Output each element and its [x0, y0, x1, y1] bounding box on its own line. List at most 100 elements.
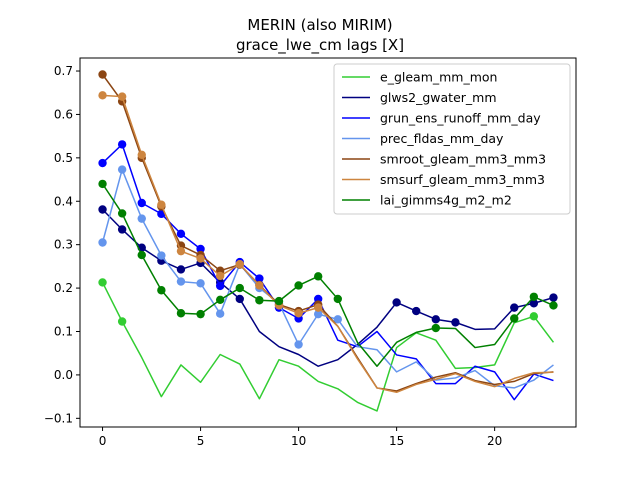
- legend-item: grun_ens_runoff_mm_day: [342, 111, 541, 126]
- data-point: [255, 296, 264, 305]
- y-tick-label: 0.3: [54, 238, 73, 252]
- data-point: [313, 303, 323, 312]
- data-point: [176, 246, 186, 256]
- legend-box: [333, 63, 571, 215]
- series-line: [101, 183, 554, 367]
- y-tick-label: 0.4: [54, 194, 73, 208]
- y-tick-label: 0.1: [54, 324, 73, 338]
- data-point: [529, 292, 539, 301]
- data-point: [176, 265, 186, 274]
- legend-item: e_gleam_mm_mon: [342, 70, 497, 85]
- data-point: [215, 271, 225, 281]
- data-point: [137, 150, 146, 160]
- data-point: [176, 309, 186, 318]
- series-line: [101, 74, 554, 392]
- data-point: [529, 312, 539, 321]
- plot-area: [98, 70, 558, 412]
- data-point: [451, 318, 460, 327]
- data-point: [137, 198, 146, 208]
- data-point: [215, 295, 225, 305]
- data-point: [117, 140, 127, 149]
- legend-label: lai_gimms4g_m2_m2: [380, 193, 512, 208]
- data-point: [98, 238, 107, 247]
- data-point: [98, 91, 107, 100]
- data-point: [431, 315, 441, 324]
- x-tick-label: 10: [291, 434, 306, 448]
- x-tick-label: 15: [389, 434, 404, 448]
- data-point: [157, 286, 166, 295]
- data-point: [529, 299, 539, 308]
- data-point: [157, 251, 166, 260]
- data-point: [157, 200, 166, 209]
- data-point: [117, 317, 127, 326]
- data-point: [313, 309, 323, 319]
- y-tick-label: −0.1: [44, 411, 73, 425]
- data-point: [117, 165, 127, 174]
- x-tick-label: 5: [197, 434, 205, 448]
- legend-item: prec_fldas_mm_day: [342, 131, 504, 146]
- data-point: [117, 225, 127, 234]
- data-point: [235, 260, 244, 269]
- data-point: [137, 214, 146, 223]
- legend-label: e_gleam_mm_mon: [380, 70, 497, 85]
- data-point: [235, 294, 244, 304]
- y-tick-label: 0.2: [54, 281, 73, 295]
- data-point: [196, 244, 205, 254]
- data-point: [313, 272, 323, 281]
- data-point: [333, 315, 343, 324]
- y-tick-label: 0.7: [54, 64, 73, 78]
- series-smsurf_gleam_mm3_mm3: [98, 91, 554, 394]
- x-tick-label: 20: [487, 434, 502, 448]
- chart-subtitle: grace_lwe_cm lags [X]: [236, 36, 404, 55]
- legend-label: grun_ens_runoff_mm_day: [380, 111, 541, 126]
- data-point: [98, 70, 107, 79]
- y-tick-label: 0.0: [54, 368, 73, 382]
- data-point: [431, 323, 441, 333]
- series-glws2_gwater_mm: [98, 205, 558, 367]
- legend-item: glws2_gwater_mm: [342, 90, 497, 105]
- data-point: [137, 250, 146, 260]
- data-point: [549, 293, 558, 302]
- data-point: [196, 279, 205, 288]
- y-tick-label: 0.5: [54, 151, 73, 165]
- data-point: [215, 309, 225, 318]
- data-point: [235, 283, 244, 293]
- legend-item: lai_gimms4g_m2_m2: [342, 193, 512, 208]
- chart-title: MERIN (also MIRIM): [247, 16, 392, 34]
- legend-item: smsurf_gleam_mm3_mm3: [342, 172, 545, 187]
- data-point: [412, 306, 421, 316]
- data-point: [255, 281, 264, 290]
- y-tick-label: 0.6: [54, 107, 73, 121]
- data-point: [98, 205, 107, 214]
- x-tick-label: 0: [99, 434, 107, 448]
- data-point: [392, 298, 401, 307]
- series-line: [102, 143, 554, 401]
- data-point: [333, 294, 343, 304]
- data-point: [117, 209, 127, 218]
- plot-frame: [79, 57, 577, 428]
- data-point: [549, 301, 558, 310]
- data-point: [294, 281, 303, 290]
- legend-item: smroot_gleam_mm3_mm3: [342, 152, 546, 167]
- data-point: [510, 303, 519, 312]
- legend: e_gleam_mm_mon glws2_gwater_mm grun_ens_ru…: [333, 63, 571, 215]
- data-point: [294, 309, 303, 318]
- data-point: [294, 340, 303, 349]
- series-line: [102, 94, 554, 394]
- data-point: [98, 179, 107, 189]
- data-point: [196, 254, 205, 263]
- legend-label: glws2_gwater_mm: [380, 90, 497, 105]
- data-point: [176, 277, 186, 286]
- data-point: [176, 229, 186, 239]
- axes: 0 5 10 15 20 −0.1 0.0 0.1 0.2 0.3 0.4 0.5 0.6 0.7: [44, 57, 577, 448]
- legend-label: smsurf_gleam_mm3_mm3: [380, 172, 545, 187]
- legend-label: smroot_gleam_mm3_mm3: [380, 152, 546, 167]
- data-point: [117, 92, 127, 101]
- data-point: [98, 158, 107, 168]
- data-point: [98, 278, 107, 287]
- series-lai_gimms4g_m2_m2: [98, 179, 558, 367]
- data-point: [274, 296, 284, 306]
- data-point: [255, 274, 264, 283]
- data-point: [196, 309, 205, 319]
